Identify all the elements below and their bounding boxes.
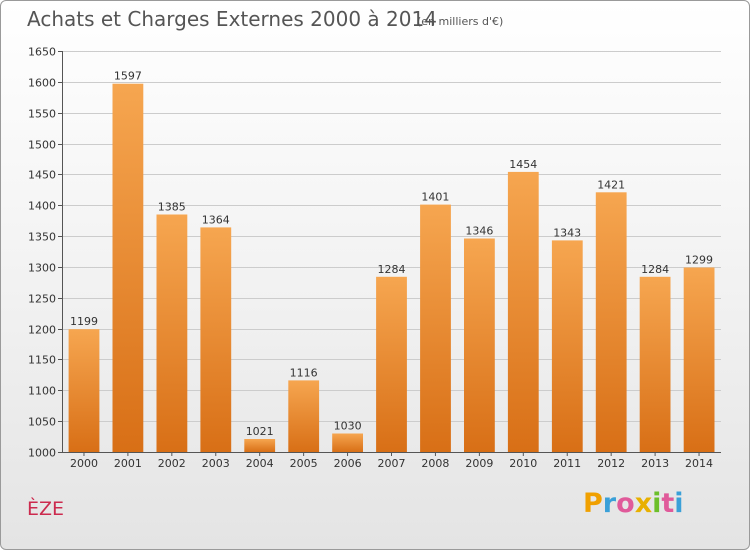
value-label-2007: 1284	[378, 263, 406, 276]
bar-2002	[156, 214, 188, 452]
bar-2014	[683, 267, 715, 452]
value-label-2011: 1343	[553, 226, 581, 239]
bar-2009	[464, 238, 495, 452]
axes: 1000 1050 1100 1150 1200 1250 1300 1350 1400 1450…	[28, 46, 721, 470]
y-tick-label: 1050	[28, 416, 56, 429]
y-tick-label: 1350	[28, 231, 56, 244]
bar-2006	[332, 433, 363, 452]
x-tick-label-2011: 2011	[553, 457, 581, 470]
x-tick-label-2000: 2000	[70, 457, 98, 470]
logo-letter: r	[602, 488, 617, 519]
value-label-2001: 1597	[114, 70, 142, 83]
value-label-2009: 1346	[465, 225, 493, 238]
logo-letter: P	[583, 488, 603, 519]
bar-2011	[551, 240, 583, 452]
value-label-2012: 1421	[597, 178, 625, 191]
y-tick-label: 1200	[28, 324, 56, 337]
chart-title: Achats et Charges Externes 2000 à 2014	[27, 7, 437, 31]
bar-2004	[244, 439, 276, 452]
x-tick-label-2013: 2013	[641, 457, 669, 470]
x-tick-label-2012: 2012	[597, 457, 625, 470]
bar-2007	[376, 276, 407, 452]
bar-2000	[68, 329, 100, 452]
bar-2010	[507, 171, 539, 452]
logo-letter: i	[652, 488, 662, 519]
bar-2012	[595, 192, 627, 453]
bar-2003	[200, 227, 232, 452]
value-labels: 1199 1597 1385 1364 1021 1116 1030 1284 1401 1346…	[70, 70, 713, 438]
value-label-2006: 1030	[334, 420, 362, 433]
bar-2005	[288, 380, 320, 452]
value-label-2013: 1284	[641, 263, 669, 276]
place-name: ÈZE	[27, 498, 65, 520]
y-tick-label: 1250	[28, 293, 56, 306]
logo-letter: i	[674, 488, 684, 519]
chart-subtitle: (en milliers d'€)	[417, 15, 504, 28]
value-label-2008: 1401	[421, 191, 449, 204]
x-tick-label-2010: 2010	[509, 457, 537, 470]
x-tick-label-2006: 2006	[334, 457, 362, 470]
value-label-2000: 1199	[70, 315, 98, 328]
value-label-2002: 1385	[158, 201, 186, 214]
logo-letter: o	[616, 488, 635, 519]
x-tick-label-2004: 2004	[246, 457, 274, 470]
value-label-2010: 1454	[509, 158, 537, 171]
y-tick-label: 1600	[28, 77, 56, 90]
bars	[68, 83, 715, 453]
y-tick-label: 1000	[28, 447, 56, 460]
y-tick-label: 1650	[28, 46, 56, 59]
bar-2008	[420, 204, 451, 452]
logo-letter: t	[661, 488, 675, 519]
y-tick-label: 1150	[28, 354, 56, 367]
x-tick-label-2014: 2014	[685, 457, 713, 470]
value-label-2014: 1299	[685, 254, 713, 267]
proxiti-logo: Proxiti	[583, 488, 684, 519]
x-tick-label-2008: 2008	[421, 457, 449, 470]
y-tick-label: 1500	[28, 139, 56, 152]
y-tick-label: 1300	[28, 262, 56, 275]
value-label-2003: 1364	[202, 213, 230, 226]
bar-2013	[639, 276, 671, 452]
value-label-2004: 1021	[246, 425, 274, 438]
y-tick-label: 1550	[28, 108, 56, 121]
x-tick-label-2001: 2001	[114, 457, 142, 470]
x-tick-label-2005: 2005	[290, 457, 318, 470]
x-tick-label-2003: 2003	[202, 457, 230, 470]
y-tick-label: 1400	[28, 200, 56, 213]
x-tick-label-2002: 2002	[158, 457, 186, 470]
y-tick-label: 1100	[28, 385, 56, 398]
logo-letter: x	[634, 488, 653, 519]
x-tick-label-2009: 2009	[465, 457, 493, 470]
x-tick-label-2007: 2007	[378, 457, 406, 470]
value-label-2005: 1116	[290, 366, 318, 379]
y-tick-label: 1450	[28, 169, 56, 182]
bar-2001	[112, 83, 144, 452]
